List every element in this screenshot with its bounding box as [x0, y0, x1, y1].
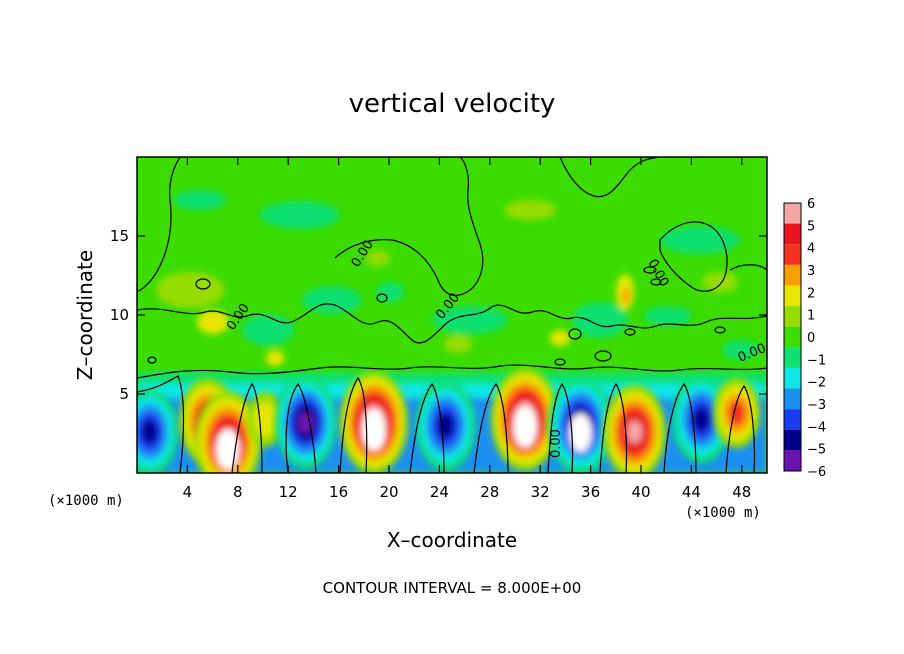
colorbar-label: 5	[807, 219, 815, 234]
contour-interval-note: CONTOUR INTERVAL = 8.000E+00	[323, 579, 582, 597]
colorbar-label: −4	[807, 420, 826, 435]
downdraft-cell	[137, 389, 179, 473]
colorbar-label: −2	[807, 376, 826, 391]
colorbar-label: −3	[807, 398, 826, 413]
x-tick-label: 48	[732, 483, 751, 501]
colorbar-label: −1	[807, 353, 826, 368]
x-unit-label-right: (×1000 m)	[685, 505, 761, 521]
colorbar-swatch	[784, 244, 801, 265]
downdraft-cell	[275, 376, 337, 469]
y-tick-label: 15	[110, 227, 129, 245]
zero-contours	[137, 157, 767, 473]
chart-title: vertical velocity	[349, 89, 556, 119]
colorbar-label: 0	[807, 331, 815, 346]
colorbar: 6 5 4 3 2 1 0 −1 −2 −3 −4 −5 −6	[783, 197, 826, 480]
colorbar-swatch	[784, 388, 801, 410]
x-tick-label: 12	[279, 483, 298, 501]
y-axis-label: Z–coordinate	[73, 250, 97, 380]
updraft-cell	[339, 370, 409, 473]
colorbar-swatch	[784, 285, 801, 307]
x-tick-label: 40	[631, 483, 650, 501]
x-axis-label: X–coordinate	[387, 528, 517, 552]
colorbar-label: −6	[807, 465, 826, 480]
y-tick-label: 10	[110, 306, 129, 324]
plot-area: 0.00 0.00 0.00 0.00 0.00 0.00	[137, 157, 767, 473]
x-tick-label: 32	[531, 483, 550, 501]
x-tick-label: 44	[682, 483, 701, 501]
x-unit-label-left: (×1000 m)	[48, 493, 124, 509]
upper-turbulence	[156, 190, 758, 366]
x-tick-label: 4	[183, 483, 193, 501]
updraft-cell	[603, 384, 667, 473]
x-tick-label: 20	[379, 483, 398, 501]
updraft-cell	[490, 367, 560, 471]
colorbar-label: 4	[807, 242, 815, 257]
x-tick-label: 36	[581, 483, 600, 501]
colorbar-swatch	[784, 326, 801, 348]
x-tick-label: 28	[480, 483, 499, 501]
colorbar-label: −5	[807, 443, 826, 458]
colorbar-swatch	[784, 203, 801, 224]
colorbar-swatch	[784, 264, 801, 286]
colorbar-swatch	[784, 347, 801, 368]
colorbar-swatch	[784, 223, 801, 245]
colorbar-label: 3	[807, 264, 815, 279]
y-tick-label: 5	[119, 385, 129, 403]
updraft-cell	[713, 377, 761, 449]
x-axis-ticks: 4 8 12 16 20 24 28 32 36 40 44 48	[183, 157, 751, 501]
colorbar-label: 1	[807, 309, 815, 324]
x-tick-label: 16	[329, 483, 348, 501]
colorbar-swatch	[784, 409, 801, 430]
colorbar-label: 2	[807, 286, 815, 301]
colorbar-swatch	[784, 306, 801, 327]
colorbar-swatch	[784, 450, 801, 471]
downdraft-cell	[415, 380, 476, 471]
x-tick-label: 24	[430, 483, 449, 501]
colorbar-frame	[783, 202, 802, 472]
contour-label: 0.00	[549, 429, 564, 458]
convective-cells	[137, 367, 761, 473]
colorbar-swatch	[784, 429, 801, 451]
colorbar-swatch	[784, 367, 801, 389]
x-tick-label: 8	[233, 483, 243, 501]
y-axis-ticks: 5 10 15	[110, 227, 767, 403]
colorbar-label: 6	[807, 197, 815, 212]
